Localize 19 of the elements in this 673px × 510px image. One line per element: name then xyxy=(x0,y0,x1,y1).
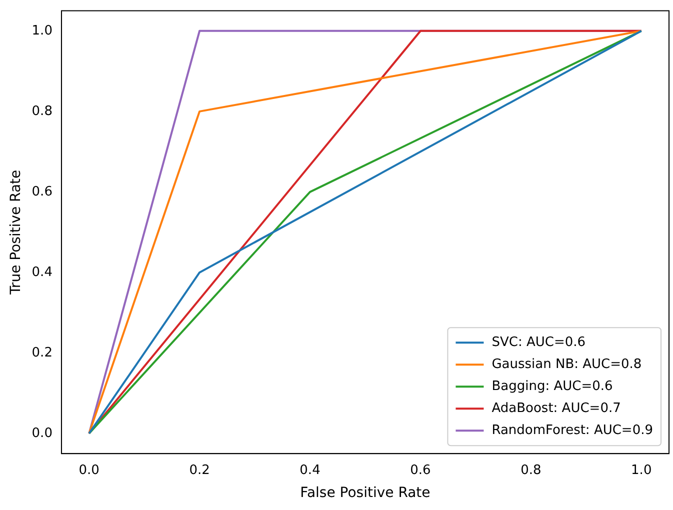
y-axis-title: True Positive Rate xyxy=(8,170,24,296)
x-tick-label: 0.4 xyxy=(300,462,320,478)
x-axis-title: False Positive Rate xyxy=(300,485,430,502)
x-tick-label: 0.6 xyxy=(410,462,431,478)
x-tick-label: 0.2 xyxy=(189,462,210,478)
y-tick-label: 0.2 xyxy=(32,345,52,360)
y-tick-label: 0.4 xyxy=(32,264,52,280)
x-tick-label: 0.8 xyxy=(520,462,542,478)
x-tick-label: 1.0 xyxy=(631,462,652,478)
y-tick-label: 1.0 xyxy=(32,23,52,38)
legend-label: RandomForest: AUC=0.9 xyxy=(492,422,653,438)
x-tick-label: 0.0 xyxy=(78,462,100,478)
legend-label: Bagging: AUC=0.6 xyxy=(492,378,613,394)
legend-label: Gaussian NB: AUC=0.8 xyxy=(492,356,642,372)
y-tick-label: 0.6 xyxy=(32,184,52,200)
legend-label: AdaBoost: AUC=0.7 xyxy=(492,400,621,416)
y-tick-label: 0.0 xyxy=(32,426,52,441)
legend-label: SVC: AUC=0.6 xyxy=(492,334,586,350)
y-tick-label: 0.8 xyxy=(32,104,52,119)
